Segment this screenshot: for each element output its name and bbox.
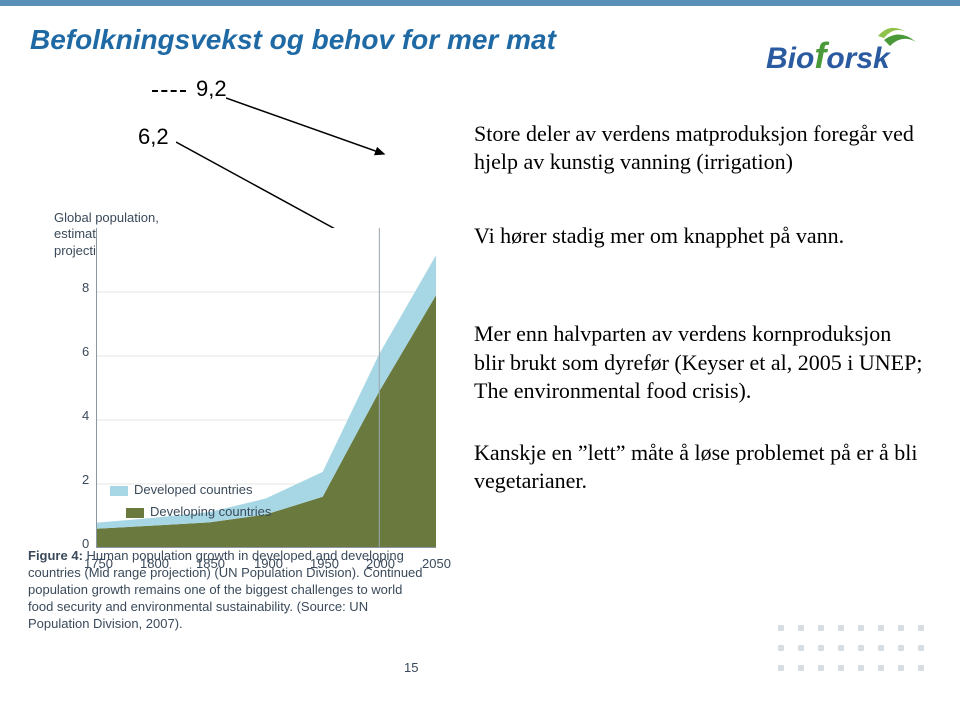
decorative-dots xyxy=(778,625,930,677)
area-chart xyxy=(96,228,436,548)
top-bar xyxy=(0,0,960,6)
ylab-6: 6 xyxy=(82,344,89,359)
legend-label: Developed countries xyxy=(134,482,253,497)
bioforsk-logo: Bioforsk xyxy=(766,24,926,80)
page-number: 15 xyxy=(404,660,418,675)
annot-upper: 9,2 xyxy=(196,76,227,102)
figure-caption: Figure 4: Human population growth in dev… xyxy=(28,548,428,632)
legend-label: Developing countries xyxy=(150,504,271,519)
rhs-text: Store deler av verdens matproduksjon for… xyxy=(474,120,924,495)
svg-text:Bioforsk: Bioforsk xyxy=(766,35,891,76)
legend-swatch xyxy=(126,508,144,518)
rhs-p1: Store deler av verdens matproduksjon for… xyxy=(474,120,924,176)
legend-developing: Developing countries xyxy=(126,504,271,519)
rhs-p4: Kanskje en ”lett” måte å løse problemet … xyxy=(474,439,924,495)
legend-swatch xyxy=(110,486,128,496)
caption-bold: Figure 4: xyxy=(28,548,83,563)
page-title: Befolkningsvekst og behov for mer mat xyxy=(30,24,556,56)
chart-svg xyxy=(96,228,436,548)
ylab-4: 4 xyxy=(82,408,89,423)
rhs-p3: Mer enn halvparten av verdens kornproduk… xyxy=(474,320,924,404)
caption-rest: Human population growth in developed and… xyxy=(28,548,423,631)
annot-dash-upper xyxy=(152,90,186,92)
legend-developed: Developed countries xyxy=(110,482,253,497)
annot-lower: 6,2 xyxy=(138,124,169,150)
rhs-p2: Vi hører stadig mer om knapphet på vann. xyxy=(474,222,924,250)
ylab-2: 2 xyxy=(82,472,89,487)
ylab-8: 8 xyxy=(82,280,89,295)
